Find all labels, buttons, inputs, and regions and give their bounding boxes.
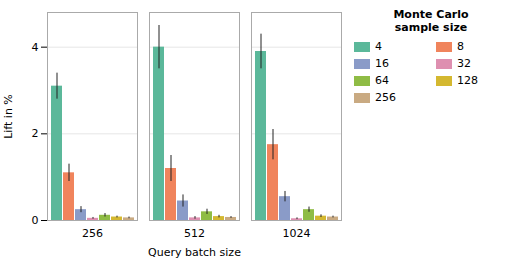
svg-text:0: 0 — [32, 214, 39, 227]
html-text:16: 16 — [375, 57, 389, 70]
svg-text:512: 512 — [184, 227, 205, 240]
svg-text:Lift in %: Lift in % — [2, 94, 15, 139]
html-text:8: 8 — [457, 40, 464, 53]
svg-text:256: 256 — [82, 227, 103, 240]
html-text:32: 32 — [457, 57, 471, 70]
svg-text:4: 4 — [32, 41, 39, 54]
svg-text:2: 2 — [32, 127, 39, 140]
html-text:64: 64 — [375, 74, 389, 87]
svg-text:Query batch size: Query batch size — [148, 246, 241, 258]
html-text:4: 4 — [375, 40, 382, 53]
svg-text:1024: 1024 — [283, 227, 311, 240]
html-text:128: 128 — [457, 74, 478, 87]
html-text:256: 256 — [375, 91, 396, 104]
html-text:Monte Carlo sample size: Monte Carlo sample size — [393, 8, 469, 34]
